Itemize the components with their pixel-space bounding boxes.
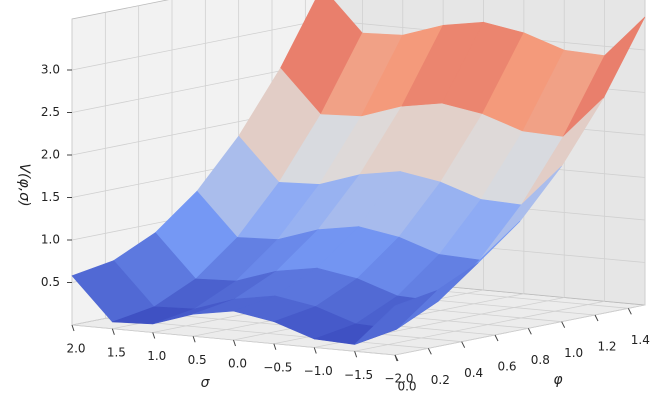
x-tick (192, 336, 196, 343)
labels: −2.0 −1.5 −1.0 −0.5 0.0 0.5 1.0 1.5 2.0 0.0 0.2 0.4… (41, 63, 650, 394)
z-axis-label: V(φ,σ) (16, 163, 32, 206)
grid-line (354, 300, 605, 352)
x-tick-label: −1.5 (344, 368, 373, 382)
grid-line (105, 317, 429, 349)
x-tick-label: −2.0 (384, 372, 413, 386)
x-tick (354, 351, 358, 358)
y-tick (461, 341, 466, 348)
y-tick (427, 348, 432, 355)
y-tick-label: 0.0 (397, 380, 416, 394)
x-tick-label: 2.0 (66, 342, 85, 356)
y-tick-label: 0.8 (531, 353, 550, 367)
x-tick-label: 1.0 (147, 349, 166, 363)
z-tick-label: 0.5 (41, 275, 60, 289)
z-tick-label: 2.5 (41, 105, 60, 119)
y-tick (394, 354, 399, 362)
x-tick (111, 328, 115, 335)
surface (71, 0, 646, 345)
y-tick-label: 0.4 (464, 366, 483, 380)
y-axis-label: φ (553, 372, 563, 388)
y-tick-label: 1.4 (631, 333, 650, 347)
grid-line (394, 304, 646, 356)
y-tick (494, 334, 499, 342)
y-tick-label: 0.2 (431, 373, 450, 387)
x-tick (273, 343, 277, 350)
y-tick-label: 0.6 (497, 360, 516, 374)
y-tick (627, 308, 632, 315)
x-tick (313, 347, 317, 354)
x-tick-label: 0.5 (188, 353, 207, 367)
x-tick (152, 332, 156, 339)
z-tick-label: 2.0 (41, 148, 60, 162)
surface-cell (354, 290, 437, 345)
y-tick-label: 1.2 (597, 340, 616, 354)
x-tick-label: −0.5 (263, 360, 292, 374)
z-tick-label: 1.0 (41, 233, 60, 247)
z-tick-label: 1.5 (41, 190, 60, 204)
y-tick (594, 314, 599, 322)
x-axis-label: σ (201, 375, 211, 391)
y-tick-label: 1.0 (564, 346, 583, 360)
y-tick (527, 328, 532, 335)
x-tick-label: 1.5 (107, 345, 126, 359)
x-tick-label: 0.0 (228, 357, 247, 371)
x-tick (71, 324, 75, 332)
z-tick-label: 3.0 (41, 63, 60, 77)
x-tick-label: −1.0 (304, 364, 333, 378)
x-tick (233, 339, 236, 347)
y-tick (561, 321, 566, 328)
grid-line (71, 19, 323, 71)
